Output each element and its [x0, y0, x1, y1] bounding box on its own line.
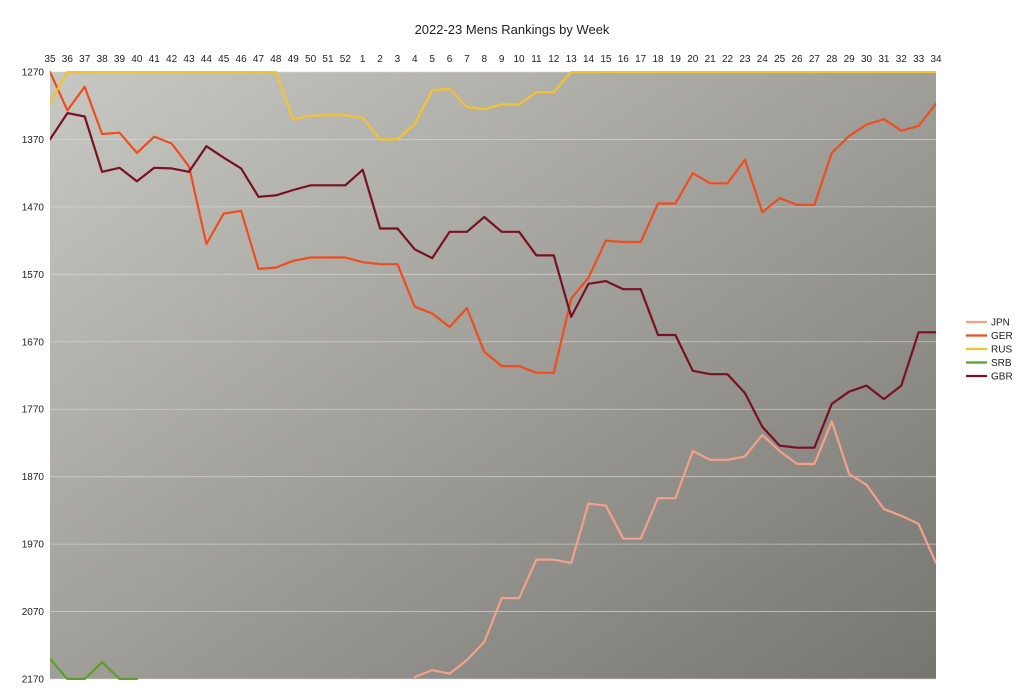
- chart-title: 2022-23 Mens Rankings by Week: [415, 22, 610, 37]
- legend-item-ger: GER: [966, 331, 1013, 342]
- x-tick-label: 40: [131, 54, 143, 65]
- x-tick-label: 29: [844, 54, 856, 65]
- y-tick-label: 1470: [22, 202, 45, 213]
- legend-label: GBR: [991, 372, 1013, 383]
- x-tick-label: 44: [201, 54, 213, 65]
- x-tick-label: 34: [930, 54, 942, 65]
- x-tick-label: 38: [97, 54, 109, 65]
- legend-item-rus: RUS: [966, 345, 1012, 356]
- series-lines: [50, 71, 936, 680]
- y-tick-label: 1370: [22, 135, 45, 146]
- x-tick-label: 6: [447, 54, 453, 65]
- x-tick-label: 52: [340, 54, 352, 65]
- x-tick-label: 10: [513, 54, 525, 65]
- x-tick-label: 12: [548, 54, 560, 65]
- series-line-srb: [50, 657, 138, 680]
- x-tick-label: 22: [722, 54, 734, 65]
- series-line-rus: [50, 71, 936, 141]
- x-tick-label: 25: [774, 54, 786, 65]
- y-axis-tick-labels: 1270 1370 1470 1570 1670 1770 1870 1970 2070 2170: [22, 68, 45, 686]
- y-tick-label: 2170: [22, 675, 45, 686]
- x-tick-label: 27: [809, 54, 821, 65]
- plot-area: [50, 72, 936, 679]
- x-tick-label: 41: [149, 54, 161, 65]
- x-tick-label: 24: [757, 54, 769, 65]
- x-tick-label: 2: [377, 54, 383, 65]
- x-axis-tick-labels: 35 36 37 38 39 40 41 42 43 44 45 46 47 48 49 50 51 52 1 2 3 4…: [44, 54, 942, 65]
- y-tick-label: 1770: [22, 405, 45, 416]
- x-tick-label: 37: [79, 54, 91, 65]
- x-tick-label: 43: [183, 54, 195, 65]
- series-jpn: [413, 420, 936, 679]
- legend-item-jpn: JPN: [966, 318, 1010, 329]
- series-gbr: [50, 112, 936, 449]
- x-tick-label: 20: [687, 54, 699, 65]
- x-tick-label: 50: [305, 54, 317, 65]
- series-line-jpn: [413, 420, 936, 679]
- y-tick-label: 1570: [22, 270, 45, 281]
- x-tick-label: 7: [464, 54, 470, 65]
- x-tick-label: 49: [288, 54, 300, 65]
- x-tick-label: 1: [360, 54, 366, 65]
- series-ger: [50, 71, 936, 374]
- x-tick-label: 15: [600, 54, 612, 65]
- x-tick-label: 48: [270, 54, 282, 65]
- legend-item-gbr: GBR: [966, 372, 1013, 383]
- x-tick-label: 45: [218, 54, 230, 65]
- x-tick-label: 16: [618, 54, 630, 65]
- x-tick-label: 33: [913, 54, 925, 65]
- series-line-gbr: [50, 112, 936, 449]
- legend-item-srb: SRB: [966, 358, 1012, 369]
- legend: JPN GER RUS SRB GBR: [966, 318, 1013, 383]
- x-tick-label: 32: [896, 54, 908, 65]
- x-tick-label: 36: [62, 54, 74, 65]
- x-tick-label: 26: [791, 54, 803, 65]
- x-tick-label: 19: [670, 54, 682, 65]
- series-rus: [50, 71, 936, 141]
- x-tick-label: 39: [114, 54, 126, 65]
- x-tick-label: 23: [739, 54, 751, 65]
- legend-label: JPN: [991, 318, 1010, 329]
- x-tick-label: 14: [583, 54, 595, 65]
- x-tick-label: 42: [166, 54, 178, 65]
- x-tick-label: 11: [531, 54, 542, 65]
- x-tick-label: 21: [705, 54, 717, 65]
- y-tick-label: 1970: [22, 540, 45, 551]
- x-tick-label: 28: [826, 54, 838, 65]
- x-tick-label: 51: [322, 54, 334, 65]
- legend-label: GER: [991, 331, 1013, 342]
- y-tick-label: 2070: [22, 607, 45, 618]
- x-tick-label: 8: [482, 54, 488, 65]
- x-tick-label: 46: [236, 54, 248, 65]
- x-tick-label: 9: [499, 54, 505, 65]
- x-tick-label: 18: [652, 54, 664, 65]
- y-tick-label: 1670: [22, 337, 45, 348]
- y-tick-label: 1270: [22, 68, 45, 79]
- x-tick-label: 4: [412, 54, 418, 65]
- legend-label: SRB: [991, 358, 1012, 369]
- x-tick-label: 3: [395, 54, 401, 65]
- series-srb: [50, 657, 138, 680]
- x-tick-label: 5: [429, 54, 435, 65]
- x-tick-label: 13: [566, 54, 578, 65]
- series-line-ger: [50, 71, 936, 374]
- x-tick-label: 30: [861, 54, 873, 65]
- x-tick-label: 17: [635, 54, 647, 65]
- x-tick-label: 31: [878, 54, 890, 65]
- y-tick-label: 1870: [22, 472, 45, 483]
- legend-label: RUS: [991, 345, 1012, 356]
- x-tick-label: 47: [253, 54, 265, 65]
- x-tick-label: 35: [44, 54, 56, 65]
